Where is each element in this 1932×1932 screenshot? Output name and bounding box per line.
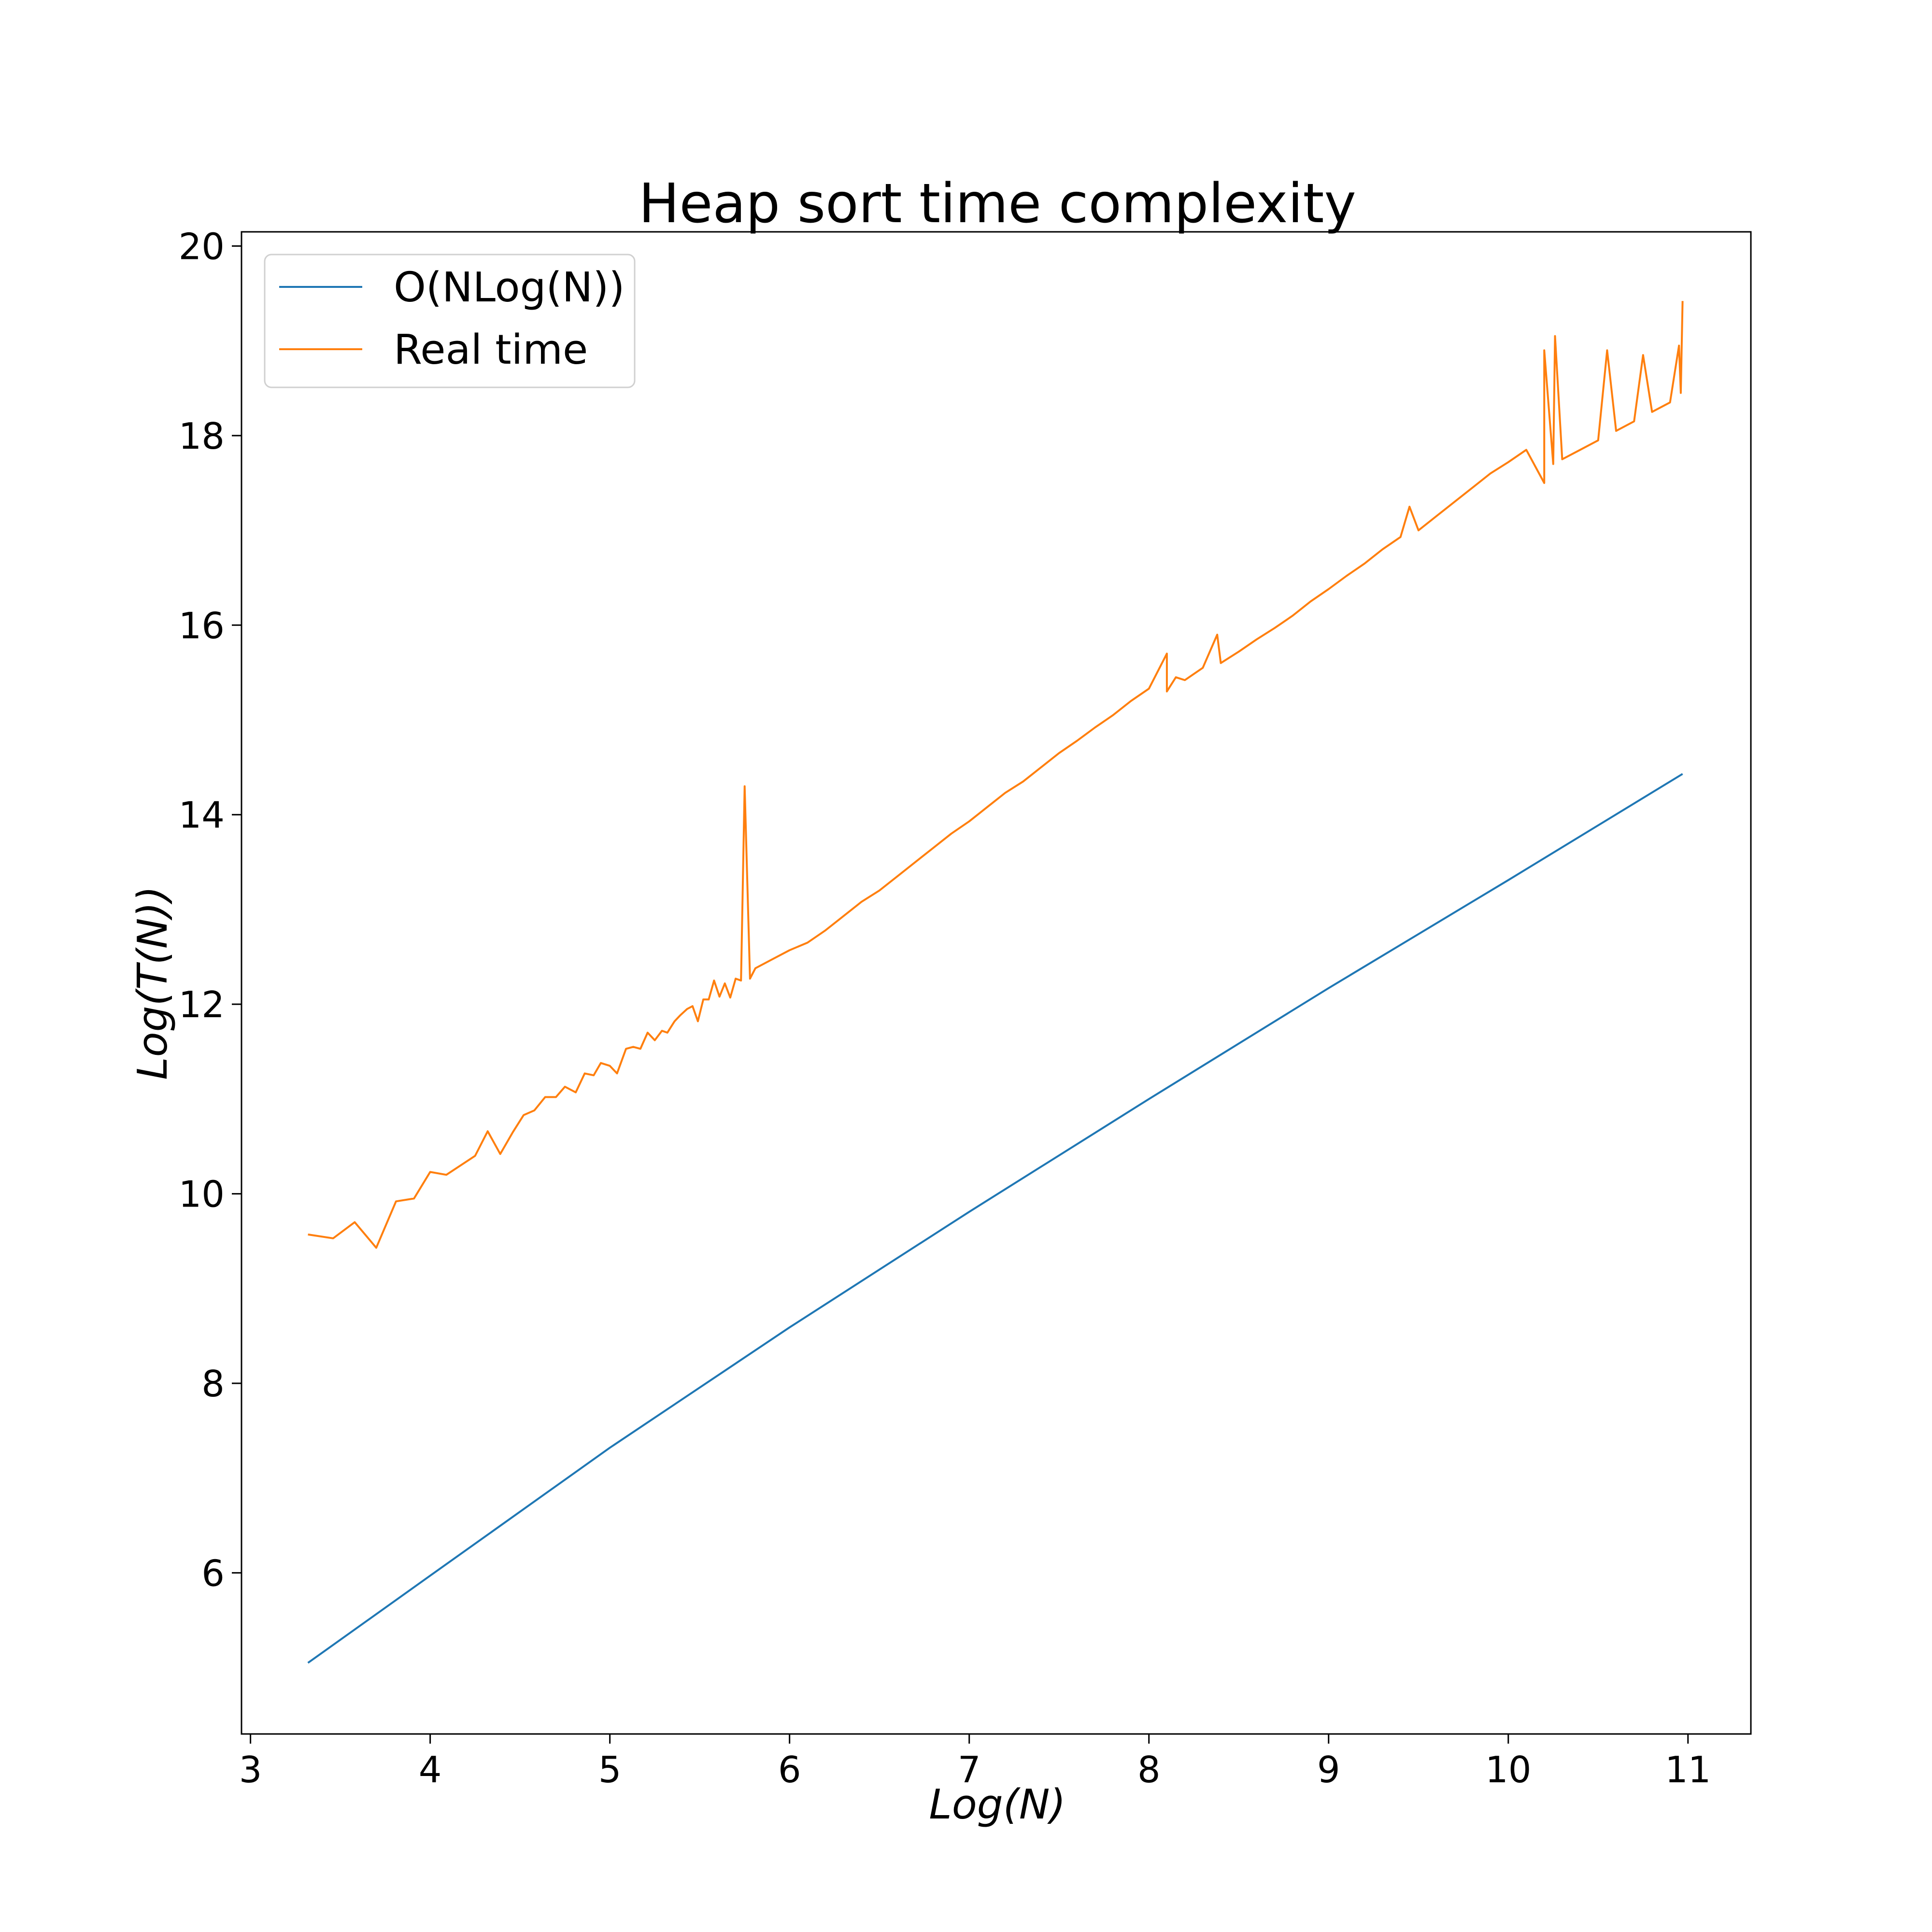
y-tick-label: 14 — [179, 794, 225, 837]
y-tick-label: 12 — [179, 983, 225, 1026]
x-tick-label: 5 — [598, 1748, 622, 1791]
legend-label-real-time: Real time — [394, 326, 588, 374]
x-tick-label: 3 — [239, 1748, 262, 1791]
legend: O(NLog(N)) Real time — [264, 254, 636, 388]
x-tick-label: 9 — [1317, 1748, 1340, 1791]
y-tick-label: 18 — [179, 415, 225, 457]
plot-area — [307, 301, 1684, 1664]
x-tick-label: 6 — [778, 1748, 801, 1791]
y-tick-label: 16 — [179, 604, 225, 647]
x-tick-label: 10 — [1485, 1748, 1531, 1791]
y-tick-label: 8 — [201, 1363, 225, 1405]
axis-ticks: 3 4 5 6 7 8 9 10 11 6 8 10 12 14 16 18 20 — [179, 225, 1711, 1791]
x-tick-label: 7 — [958, 1748, 981, 1791]
y-axis-label: Log(T(N)) — [129, 886, 177, 1080]
x-tick-label: 4 — [419, 1748, 442, 1791]
y-tick-label: 20 — [179, 225, 225, 268]
series-line-nlogn — [307, 773, 1683, 1664]
series-line-real-time — [308, 301, 1684, 1249]
legend-label-nlogn: O(NLog(N)) — [394, 264, 625, 312]
x-tick-label: 8 — [1137, 1748, 1161, 1791]
plot-frame — [241, 231, 1752, 1735]
y-tick-label: 10 — [179, 1173, 225, 1216]
y-tick-label: 6 — [201, 1552, 225, 1594]
chart-title: Heap sort time complexity — [639, 172, 1356, 235]
x-axis-label: Log(N) — [929, 1781, 1065, 1829]
x-tick-label: 11 — [1665, 1748, 1711, 1791]
